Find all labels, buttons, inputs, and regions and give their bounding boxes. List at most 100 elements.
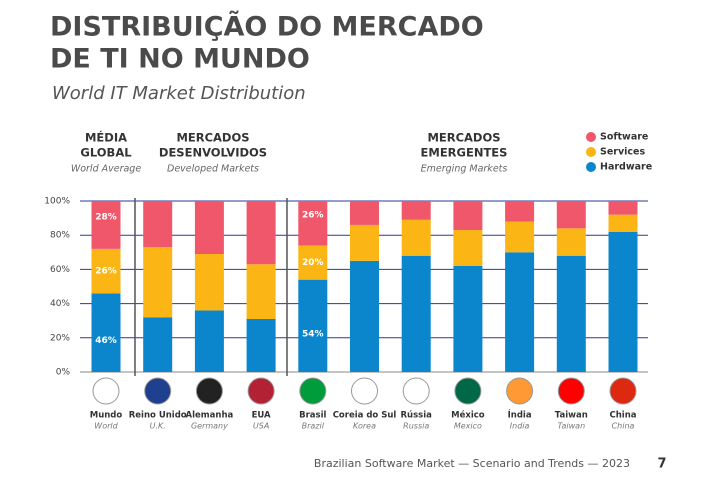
- x-tick-label: EUA: [252, 411, 271, 421]
- group-label: MÉDIA: [85, 130, 127, 145]
- bar-segment: [91, 201, 121, 249]
- bar-segment: [246, 201, 276, 265]
- group-subtitle: Developed Markets: [167, 164, 259, 175]
- x-tick-sublabel: Germany: [191, 422, 228, 431]
- value-label: 54%: [302, 329, 324, 339]
- bar-segment: [505, 252, 535, 372]
- flag-icon: [506, 377, 534, 405]
- group-label: EMERGENTES: [421, 146, 508, 160]
- group-label: MERCADOS: [176, 131, 249, 145]
- bar-segment: [556, 201, 586, 229]
- flag-icon: [557, 377, 585, 405]
- bar-segment: [350, 201, 379, 225]
- bar-segment: [608, 214, 638, 232]
- x-tick-sublabel: USA: [253, 422, 269, 431]
- bar-segment: [143, 247, 173, 318]
- flag-icon: [454, 377, 482, 405]
- bar-segment: [401, 219, 431, 256]
- y-tick-label: 20%: [50, 333, 70, 343]
- bar-segment: [608, 231, 638, 372]
- group-label: DESENVOLVIDOS: [159, 146, 267, 160]
- bar-segment: [505, 221, 535, 253]
- x-tick-label: México: [451, 410, 485, 421]
- bar-segment: [453, 201, 483, 231]
- bar-segment: [91, 248, 121, 294]
- bar-segment: [194, 201, 224, 255]
- y-tick-label: 0%: [56, 368, 71, 378]
- flag-icon: [247, 377, 275, 405]
- y-tick-label: 80%: [50, 231, 70, 241]
- page-number: 7: [657, 457, 666, 472]
- flag-icon: [299, 377, 327, 405]
- value-label: 20%: [302, 258, 324, 268]
- footer: Brazilian Software Market — Scenario and…: [314, 457, 630, 470]
- x-tick-label: Rússia: [401, 411, 433, 421]
- bar-segment: [453, 230, 483, 266]
- subtitle: World IT Market Distribution: [52, 83, 306, 104]
- legend-label: Software: [600, 132, 648, 143]
- x-tick-sublabel: Mexico: [454, 422, 482, 431]
- bar-segment: [91, 293, 121, 372]
- bar-segment: [143, 201, 173, 248]
- x-tick-label: Coreia do Sul: [333, 411, 397, 421]
- bar-segment: [556, 228, 586, 256]
- x-tick-sublabel: India: [510, 422, 530, 431]
- flag-icon: [351, 377, 378, 405]
- flag-icon: [402, 377, 430, 405]
- value-label: 28%: [95, 212, 117, 222]
- value-label: 26%: [302, 211, 324, 221]
- x-tick-sublabel: Russia: [403, 422, 429, 431]
- legend-label: Services: [600, 147, 645, 158]
- legend-swatch: [586, 162, 596, 172]
- x-tick-label: Mundo: [90, 411, 123, 421]
- x-tick-sublabel: China: [612, 422, 635, 431]
- group-label: GLOBAL: [80, 146, 132, 160]
- bar-segment: [246, 318, 276, 372]
- x-tick-sublabel: Taiwan: [557, 422, 585, 431]
- x-tick-label: Alemanha: [186, 411, 234, 421]
- bar-segment: [194, 310, 224, 372]
- x-tick-label: Taiwan: [555, 411, 588, 421]
- title-line: DE TI NO MUNDO: [50, 44, 310, 75]
- y-tick-label: 40%: [50, 299, 70, 309]
- y-tick-label: 60%: [50, 265, 70, 275]
- bar-segment: [350, 224, 379, 261]
- bar-segment: [194, 254, 224, 311]
- x-tick-label: Brasil: [299, 411, 326, 421]
- group-subtitle: Emerging Markets: [421, 164, 508, 175]
- bar-segment: [608, 201, 638, 215]
- flag-icon: [92, 377, 120, 405]
- y-tick-label: 100%: [44, 197, 70, 207]
- bar-segment: [401, 201, 431, 220]
- bar-segment: [246, 264, 276, 319]
- x-tick-sublabel: U.K.: [150, 422, 166, 431]
- group-subtitle: World Average: [71, 164, 142, 175]
- bar-segment: [298, 245, 328, 280]
- x-tick-sublabel: Korea: [353, 422, 376, 431]
- flag-icon: [144, 377, 172, 405]
- group-label: MERCADOS: [427, 131, 500, 145]
- flag-icon: [195, 377, 223, 405]
- legend-swatch: [586, 147, 596, 157]
- legend-swatch: [586, 132, 596, 142]
- bar-segment: [453, 265, 483, 372]
- bar-segment: [401, 255, 431, 372]
- bar-segment: [298, 279, 328, 372]
- x-tick-label: China: [610, 411, 637, 421]
- x-tick-label: Reino Unido: [129, 411, 187, 421]
- bar-segment: [143, 317, 173, 372]
- value-label: 46%: [95, 336, 117, 346]
- x-tick-label: Índia: [508, 409, 532, 421]
- bar-segment: [350, 260, 379, 372]
- x-tick-sublabel: World: [94, 422, 118, 431]
- bar-segment: [505, 201, 535, 222]
- x-tick-sublabel: Brazil: [302, 422, 325, 431]
- bar-segment: [298, 201, 328, 246]
- flag-icon: [609, 377, 637, 405]
- legend-label: Hardware: [600, 162, 652, 173]
- title-line: DISTRIBUIÇÃO DO MERCADO: [50, 11, 484, 43]
- bar-segment: [556, 255, 586, 372]
- value-label: 26%: [95, 267, 117, 277]
